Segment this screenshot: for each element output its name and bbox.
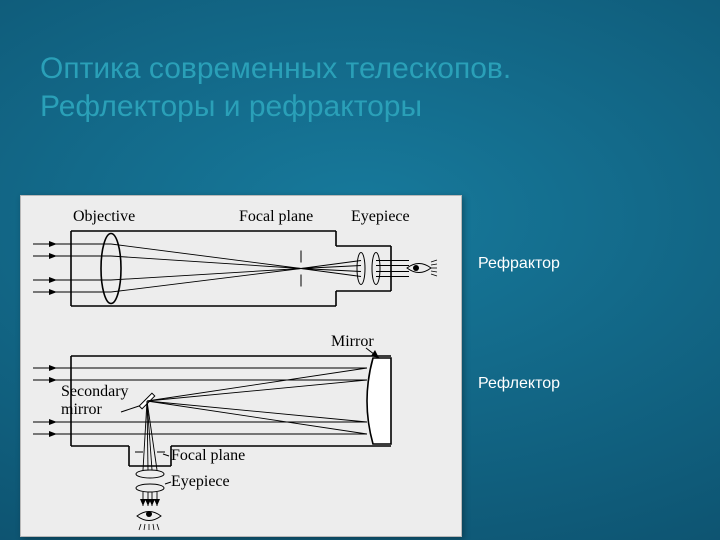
label-reflector: Рефлектор	[478, 375, 560, 393]
slide-title: Оптика современных телескопов. Рефлектор…	[40, 50, 660, 125]
diagram-box: ObjectiveFocal planeEyepieceMirrorSecond…	[20, 195, 462, 537]
svg-text:Objective: Objective	[73, 208, 135, 225]
svg-text:Eyepiece: Eyepiece	[171, 473, 230, 490]
slide: Оптика современных телескопов. Рефлектор…	[0, 0, 720, 540]
telescope-diagram: ObjectiveFocal planeEyepieceMirrorSecond…	[21, 196, 461, 536]
svg-text:Focal plane: Focal plane	[171, 447, 245, 464]
svg-text:Focal plane: Focal plane	[239, 208, 313, 225]
svg-text:Eyepiece: Eyepiece	[351, 208, 410, 225]
svg-text:Mirror: Mirror	[331, 333, 374, 350]
svg-text:mirror: mirror	[61, 401, 103, 418]
label-refractor: Рефрактор	[478, 255, 560, 273]
